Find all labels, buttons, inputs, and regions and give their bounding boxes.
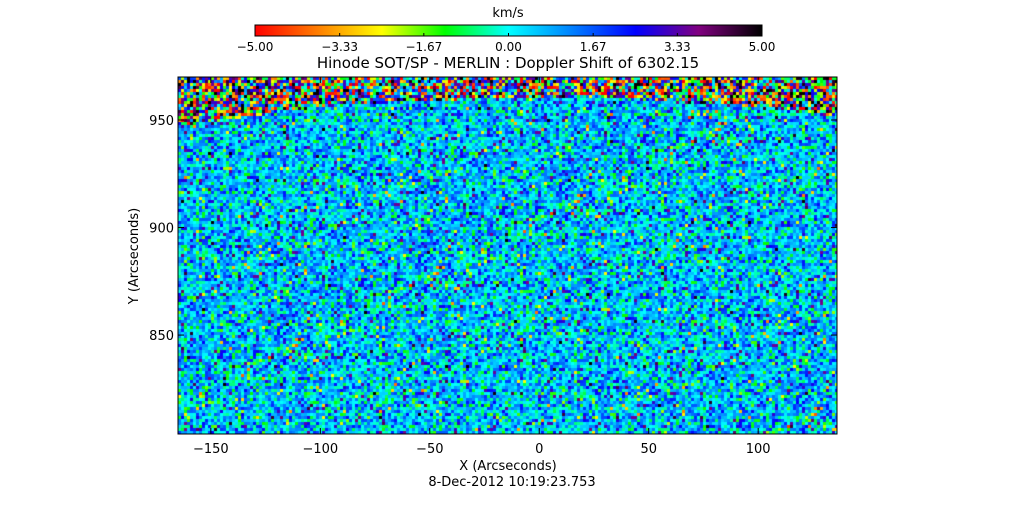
- plot-frame: [177, 76, 838, 435]
- x-tick-label: −100: [302, 442, 338, 457]
- colorbar-tick-label: −5.00: [237, 40, 274, 54]
- colorbar-tick-label: 3.33: [664, 40, 691, 54]
- colorbar-tick-label: 0.00: [495, 40, 522, 54]
- x-tick-label: 50: [640, 442, 657, 457]
- y-tick-label: 900: [149, 222, 174, 237]
- x-tick-label: 100: [746, 442, 771, 457]
- y-tick-label: 950: [149, 114, 174, 129]
- x-axis: −150 −100 −50 0 50 100: [193, 77, 771, 457]
- doppler-heatmap: [178, 77, 837, 434]
- colorbar-unit-label: km/s: [492, 6, 524, 21]
- colorbar-ticks: −5.00 −3.33 −1.67 0.00 1.67 3.33 5.00: [237, 33, 776, 54]
- colorbar-tick-label: 5.00: [749, 40, 776, 54]
- observation-timestamp: 8-Dec-2012 10:19:23.753: [428, 475, 595, 490]
- colorbar-tick-label: 1.67: [580, 40, 607, 54]
- x-tick-label: 0: [535, 442, 543, 457]
- colorbar-tick-label: −1.67: [405, 40, 442, 54]
- y-tick-label: 850: [149, 329, 174, 344]
- x-tick-label: −150: [193, 442, 229, 457]
- x-axis-label: X (Arcseconds): [459, 459, 556, 474]
- chart-title: Hinode SOT/SP - MERLIN : Doppler Shift o…: [317, 54, 699, 72]
- y-axis-label: Y (Arcseconds): [127, 208, 142, 305]
- plot-area: [178, 77, 837, 434]
- x-tick-label: −50: [416, 442, 443, 457]
- colorbar-tick-label: −3.33: [321, 40, 358, 54]
- y-axis: 850 900 950: [149, 114, 837, 344]
